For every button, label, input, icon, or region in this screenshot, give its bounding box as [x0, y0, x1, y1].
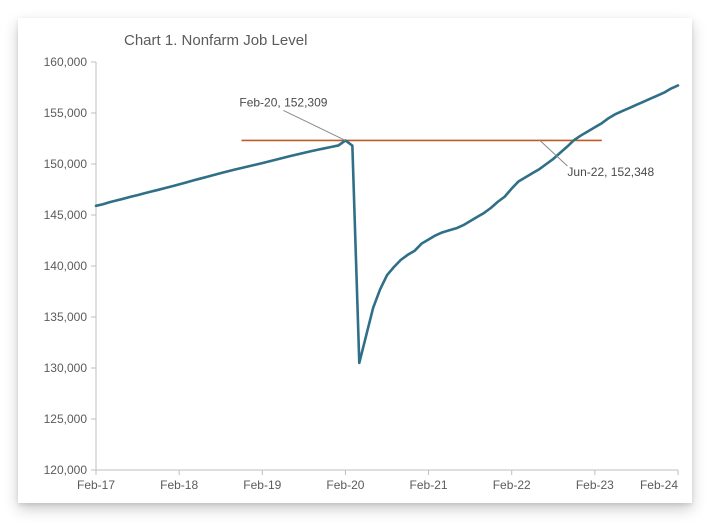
- y-tick-label: 140,000: [44, 259, 88, 273]
- x-tick-label: Feb-17: [77, 478, 115, 492]
- chart-card: Chart 1. Nonfarm Job Level 120,000125,00…: [18, 18, 692, 503]
- y-tick-label: 120,000: [44, 463, 88, 477]
- y-tick-label: 160,000: [44, 55, 88, 69]
- y-tick-label: 150,000: [44, 157, 88, 171]
- y-tick-label: 130,000: [44, 361, 88, 375]
- chart-plot-area: 120,000 125,000 130,000 135,000 140,000 145,0…: [18, 18, 692, 503]
- x-tick-label: Feb-18: [160, 478, 198, 492]
- x-tick-label: Feb-21: [410, 478, 448, 492]
- x-tick-label: Feb-20: [326, 478, 364, 492]
- x-tick-label: Feb-22: [493, 478, 531, 492]
- x-tick-label: Feb-23: [576, 478, 614, 492]
- annotation-label-feb20: Feb-20, 152,309: [239, 95, 327, 109]
- x-tick-label: Feb-19: [243, 478, 281, 492]
- x-tick-label: Feb-24: [640, 478, 678, 492]
- annotation-label-jun22: Jun-22, 152,348: [567, 165, 654, 179]
- series-line-nonfarm: [96, 85, 678, 362]
- y-tick-label: 125,000: [44, 412, 88, 426]
- annotation-leader: [539, 140, 567, 166]
- y-tick-label: 135,000: [44, 310, 88, 324]
- y-tick-label: 155,000: [44, 106, 88, 120]
- y-tick-label: 145,000: [44, 208, 88, 222]
- annotation-leader: [283, 110, 345, 140]
